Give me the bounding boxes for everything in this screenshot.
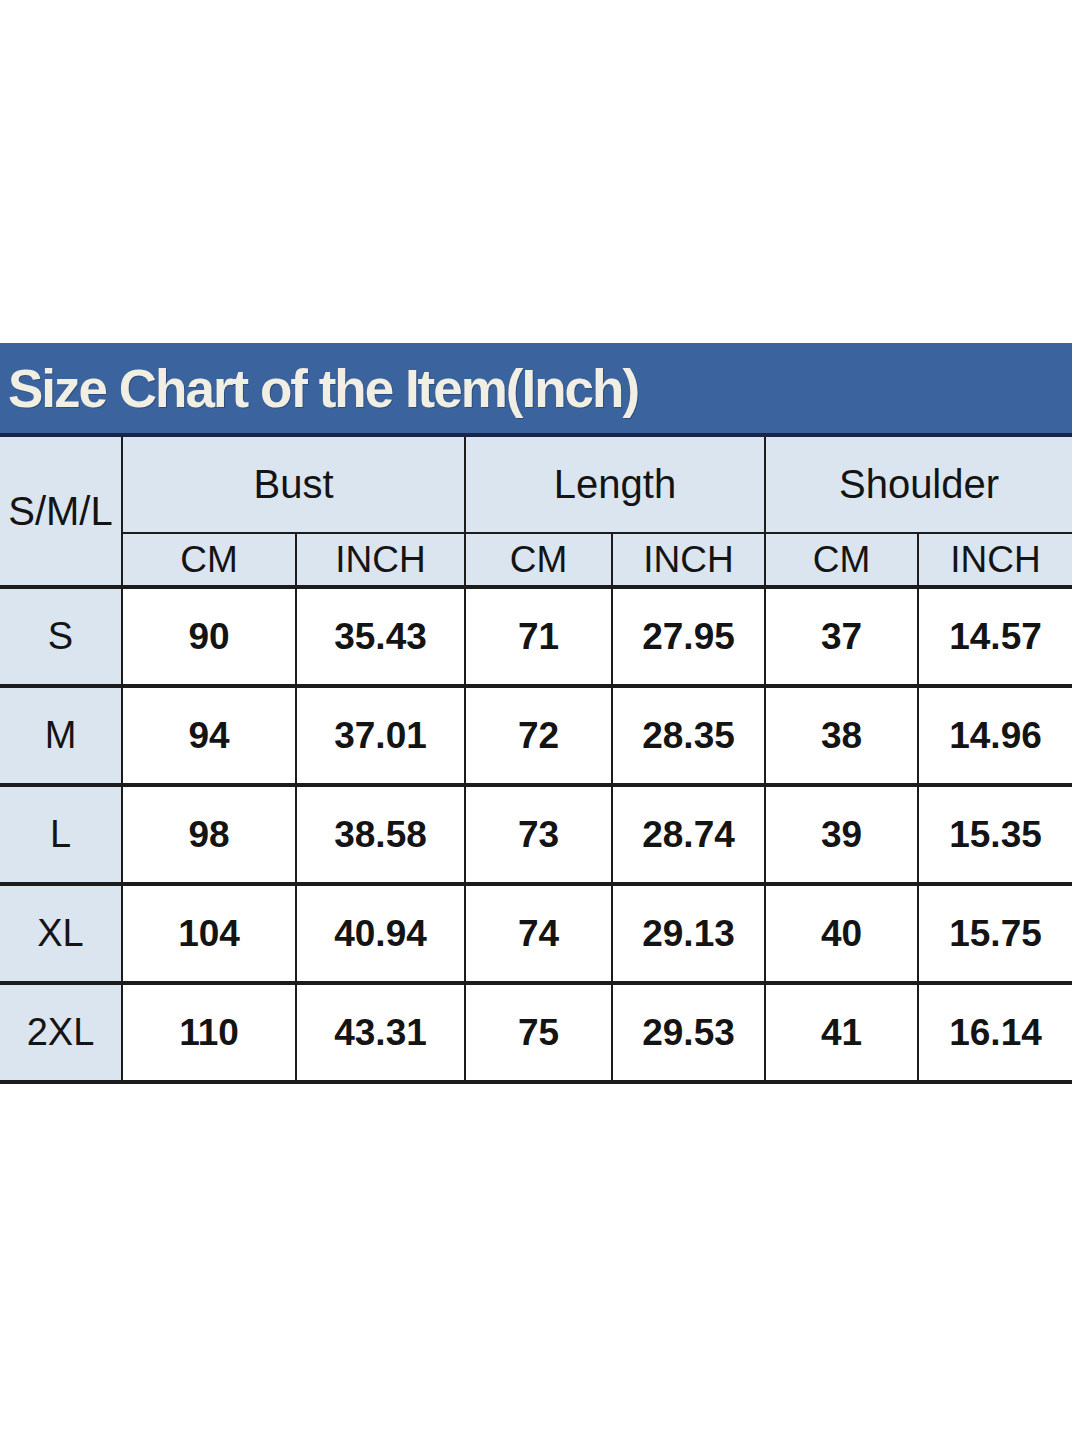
- measurement-value: 73: [465, 785, 612, 884]
- measurement-value: 16.14: [918, 983, 1072, 1082]
- measurement-value: 74: [465, 884, 612, 983]
- size-chart-table: S/M/L Bust Length Shoulder CM INCH CM IN…: [0, 437, 1072, 1084]
- table-row-2xl: 2XL 110 43.31 75 29.53 41 16.14: [0, 983, 1072, 1082]
- unit-header-inch: INCH: [918, 533, 1072, 587]
- measurement-value: 75: [465, 983, 612, 1082]
- shoulder-column-header: Shoulder: [765, 437, 1072, 533]
- unit-header-inch: INCH: [612, 533, 765, 587]
- measurement-value: 94: [122, 686, 296, 785]
- table-row-s: S 90 35.43 71 27.95 37 14.57: [0, 587, 1072, 686]
- measurement-value: 37.01: [296, 686, 465, 785]
- table-row-xl: XL 104 40.94 74 29.13 40 15.75: [0, 884, 1072, 983]
- unit-header-row: CM INCH CM INCH CM INCH: [0, 533, 1072, 587]
- measurement-value: 14.96: [918, 686, 1072, 785]
- length-column-header: Length: [465, 437, 765, 533]
- measurement-value: 38.58: [296, 785, 465, 884]
- size-label: L: [0, 785, 122, 884]
- top-whitespace: [0, 0, 1072, 343]
- measurement-value: 38: [765, 686, 918, 785]
- table-row-l: L 98 38.58 73 28.74 39 15.35: [0, 785, 1072, 884]
- measurement-value: 72: [465, 686, 612, 785]
- size-label: XL: [0, 884, 122, 983]
- measurement-value: 43.31: [296, 983, 465, 1082]
- measurement-value: 40: [765, 884, 918, 983]
- measurement-value: 14.57: [918, 587, 1072, 686]
- measurement-value: 39: [765, 785, 918, 884]
- unit-header-cm: CM: [765, 533, 918, 587]
- measurement-value: 110: [122, 983, 296, 1082]
- size-label: S: [0, 587, 122, 686]
- table-row-m: M 94 37.01 72 28.35 38 14.96: [0, 686, 1072, 785]
- measurement-value: 28.74: [612, 785, 765, 884]
- measurement-value: 98: [122, 785, 296, 884]
- group-header-row: S/M/L Bust Length Shoulder: [0, 437, 1072, 533]
- measurement-value: 90: [122, 587, 296, 686]
- size-label: 2XL: [0, 983, 122, 1082]
- measurement-value: 28.35: [612, 686, 765, 785]
- title-bar: Size Chart of the Item(Inch): [0, 343, 1072, 437]
- measurement-value: 29.13: [612, 884, 765, 983]
- measurement-value: 29.53: [612, 983, 765, 1082]
- measurement-value: 71: [465, 587, 612, 686]
- measurement-value: 15.35: [918, 785, 1072, 884]
- page-title: Size Chart of the Item(Inch): [8, 358, 638, 419]
- unit-header-inch: INCH: [296, 533, 465, 587]
- size-chart-page: Size Chart of the Item(Inch) S/M/L Bust …: [0, 0, 1072, 1429]
- size-label: M: [0, 686, 122, 785]
- measurement-value: 27.95: [612, 587, 765, 686]
- unit-header-cm: CM: [122, 533, 296, 587]
- measurement-value: 40.94: [296, 884, 465, 983]
- measurement-value: 41: [765, 983, 918, 1082]
- measurement-value: 37: [765, 587, 918, 686]
- unit-header-cm: CM: [465, 533, 612, 587]
- size-column-header: S/M/L: [0, 437, 122, 587]
- measurement-value: 35.43: [296, 587, 465, 686]
- measurement-value: 104: [122, 884, 296, 983]
- bust-column-header: Bust: [122, 437, 465, 533]
- measurement-value: 15.75: [918, 884, 1072, 983]
